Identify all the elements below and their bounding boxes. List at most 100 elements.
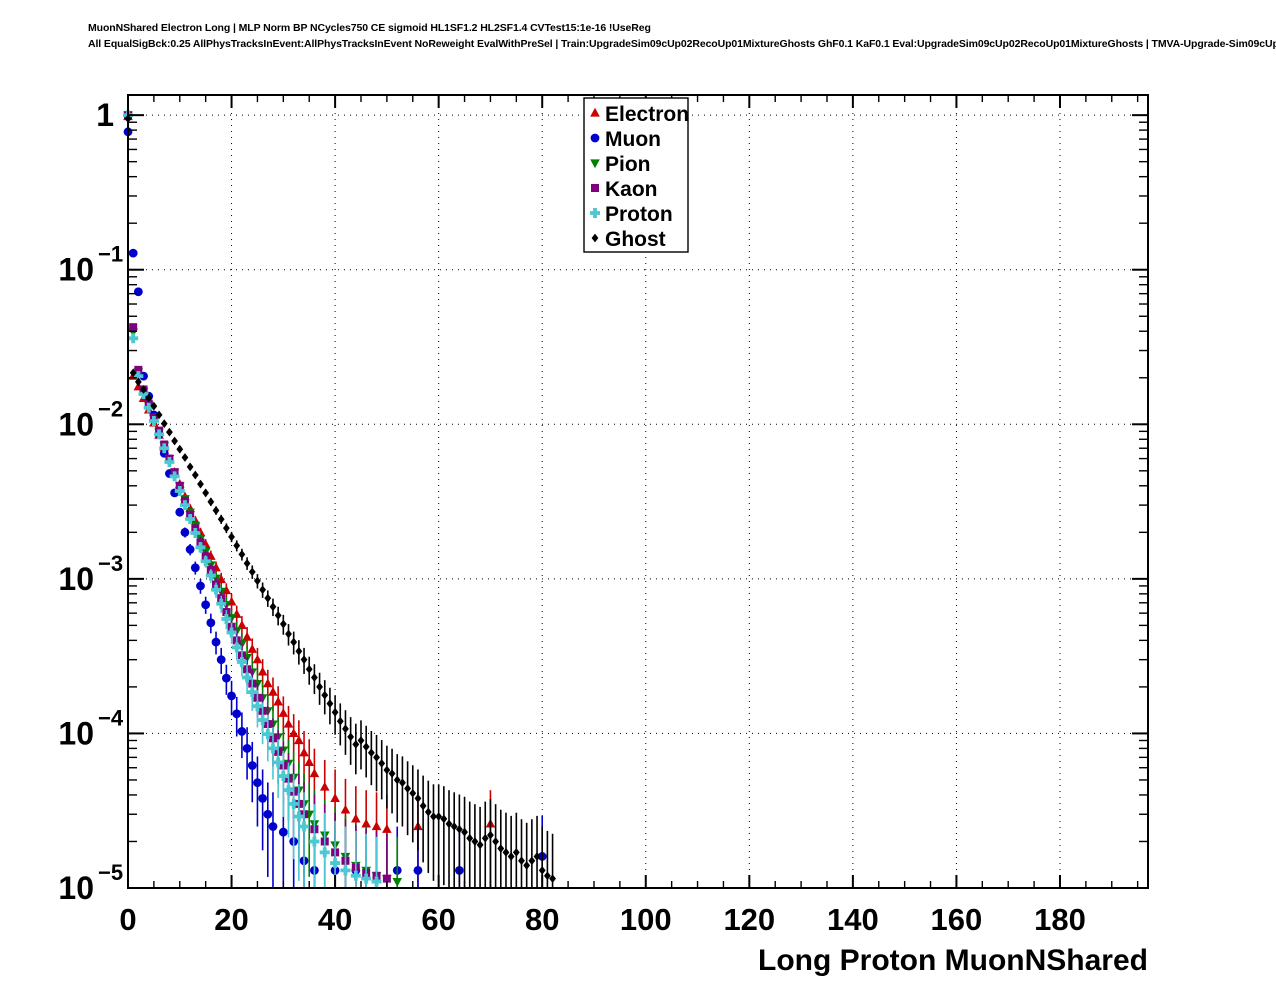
marker-circle [258, 793, 268, 803]
marker-cross [273, 757, 284, 768]
marker-cross [309, 836, 320, 847]
marker-cross [200, 556, 211, 567]
legend-label: Kaon [605, 178, 658, 201]
marker-diamond [518, 856, 525, 866]
marker-cross [154, 429, 165, 440]
legend-item-kaon[interactable]: Kaon [591, 178, 658, 201]
marker-diamond [404, 784, 411, 793]
marker-diamond [466, 833, 474, 843]
y-tick-label-text: 10 [58, 715, 94, 751]
x-axis-title: Long Proton MuonNShared [758, 944, 1148, 977]
marker-diamond [129, 368, 137, 378]
title-line-1: MuonNShared Electron Long | MLP Norm BP … [88, 22, 651, 34]
legend-box [583, 97, 689, 253]
marker-triangle-up [371, 821, 382, 831]
marker-diamond [217, 514, 225, 524]
legend-label: Muon [605, 128, 661, 151]
y-tick-label-text: 10 [58, 252, 94, 288]
x-tick-label: 120 [723, 902, 775, 937]
marker-cross [267, 743, 278, 754]
marker-diamond [274, 611, 282, 620]
marker-circle [278, 827, 288, 837]
marker-diamond [373, 752, 380, 762]
legend-label: Pion [605, 153, 651, 176]
marker-cross [143, 402, 154, 413]
marker-diamond [259, 585, 267, 595]
marker-diamond [181, 453, 189, 462]
marker-diamond [357, 736, 365, 745]
y-tick-label-text: 10 [58, 406, 94, 442]
marker-cross [138, 389, 149, 400]
marker-diamond [450, 822, 458, 831]
marker-diamond [481, 833, 489, 843]
legend-label: Proton [605, 203, 673, 226]
marker-triangle-up [252, 654, 263, 664]
marker-cross [211, 584, 222, 595]
marker-diamond [342, 724, 349, 734]
marker-diamond [528, 856, 536, 866]
marker-triangle-up [330, 793, 340, 802]
marker-triangle-up [590, 107, 600, 117]
series-electron [123, 111, 496, 888]
marker-triangle-up [242, 631, 252, 641]
marker-cross [236, 656, 247, 667]
plot-title-block: MuonNShared Electron Long | MLP Norm BP … [88, 20, 1276, 52]
legend-item-pion[interactable]: Pion [590, 153, 651, 176]
marker-triangle-up [283, 718, 294, 728]
marker-triangle-up [273, 696, 283, 706]
marker-circle [253, 778, 262, 788]
marker-triangle-up [340, 804, 351, 814]
marker-diamond [533, 852, 541, 861]
marker-triangle-up [237, 620, 247, 629]
marker-square [175, 481, 184, 490]
marker-triangle-down [590, 159, 600, 169]
marker-triangle-down [392, 878, 403, 887]
marker-triangle-up [288, 728, 299, 738]
marker-triangle-up [382, 824, 392, 833]
marker-diamond [285, 629, 292, 639]
marker-diamond [336, 716, 344, 726]
legend-item-ghost[interactable]: Ghost [591, 228, 666, 251]
marker-diamond [233, 541, 241, 551]
marker-circle [221, 673, 231, 683]
marker-circle [139, 371, 148, 381]
marker-square [129, 323, 138, 332]
marker-diamond [305, 664, 313, 674]
x-tick-label: 180 [1034, 902, 1086, 937]
legend-item-proton[interactable]: Proton [590, 203, 673, 226]
marker-diamond [290, 637, 298, 647]
marker-diamond [186, 462, 194, 472]
marker-circle [196, 581, 205, 591]
marker-diamond [502, 847, 510, 857]
marker-diamond [212, 506, 220, 515]
marker-circle [227, 691, 236, 701]
marker-triangle-up [361, 818, 371, 828]
marker-diamond [487, 830, 494, 840]
marker-square [134, 365, 143, 374]
marker-circle [175, 507, 185, 517]
y-tick-label: 10 −5 [58, 860, 123, 906]
marker-triangle-up [257, 666, 268, 676]
marker-cross [179, 500, 190, 511]
marker-triangle-up [304, 757, 315, 766]
marker-circle [128, 248, 138, 258]
marker-diamond [393, 775, 401, 785]
marker-triangle-up [299, 747, 309, 757]
marker-triangle-up [278, 708, 289, 717]
marker-circle [237, 727, 247, 736]
marker-cross [361, 873, 372, 884]
legend-label: Electron [605, 103, 689, 126]
legend-item-muon[interactable]: Muon [590, 128, 661, 151]
marker-diamond [471, 837, 479, 846]
marker-diamond [409, 788, 417, 798]
marker-triangle-up [221, 585, 232, 595]
marker-diamond [150, 401, 158, 411]
title-line-2: All EqualSigBck:0.25 AllPhysTracksInEven… [88, 38, 1276, 50]
marker-cross [148, 416, 159, 427]
marker-circle [185, 545, 195, 554]
marker-diamond [321, 690, 329, 700]
y-tick-label-text: 10 [58, 870, 94, 906]
legend-item-electron[interactable]: Electron [590, 103, 689, 126]
